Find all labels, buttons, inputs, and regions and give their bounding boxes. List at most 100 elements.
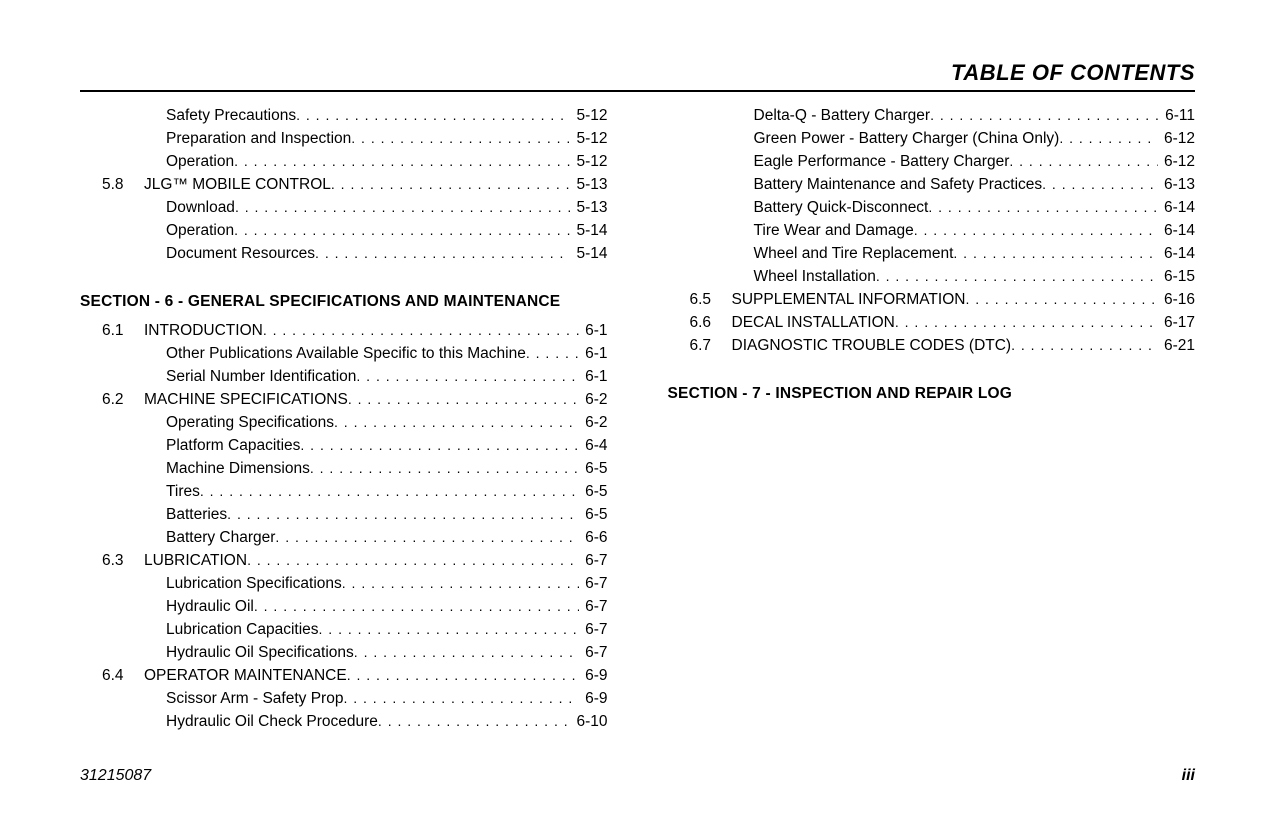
toc-entry-page: 6-5 xyxy=(579,457,607,480)
toc-entry-page: 5-13 xyxy=(570,196,607,219)
toc-leader-dots xyxy=(354,641,579,664)
document-page: TABLE OF CONTENTS Safety Precautions5-12… xyxy=(0,0,1275,825)
toc-entry: Hydraulic Oil Specifications6-7 xyxy=(80,641,608,664)
toc-entry-label: Wheel Installation xyxy=(754,265,876,288)
toc-entry: Preparation and Inspection5-12 xyxy=(80,127,608,150)
section-6-heading: SECTION - 6 - GENERAL SPECIFICATIONS AND… xyxy=(80,293,608,311)
toc-leader-dots xyxy=(356,365,579,388)
toc-entry: Machine Dimensions 6-5 xyxy=(80,457,608,480)
toc-entry-page: 5-14 xyxy=(570,219,607,242)
toc-leader-dots xyxy=(310,457,579,480)
toc-entry: 6.1INTRODUCTION6-1 xyxy=(80,319,608,342)
toc-leader-dots xyxy=(930,104,1159,127)
toc-entry: Operation 5-14 xyxy=(80,219,608,242)
toc-leader-dots xyxy=(200,480,579,503)
toc-leader-dots xyxy=(351,127,570,150)
toc-columns: Safety Precautions5-12Preparation and In… xyxy=(80,104,1195,733)
section-7-heading: SECTION - 7 - INSPECTION AND REPAIR LOG xyxy=(668,385,1196,403)
toc-entry-page: 6-2 xyxy=(579,411,607,434)
toc-leader-dots xyxy=(928,196,1158,219)
toc-leader-dots xyxy=(300,434,579,457)
toc-leader-dots xyxy=(965,288,1158,311)
toc-entry: Eagle Performance - Battery Charger 6-12 xyxy=(668,150,1196,173)
toc-leader-dots xyxy=(876,265,1158,288)
toc-entry-page: 6-7 xyxy=(579,618,607,641)
toc-entry-label: Operation xyxy=(166,219,234,242)
toc-entry-label: Document Resources xyxy=(166,242,315,265)
page-number: iii xyxy=(1182,767,1195,785)
toc-entry-label: Batteries xyxy=(166,503,227,526)
toc-entry-number: 5.8 xyxy=(102,173,144,196)
toc-entry-page: 6-5 xyxy=(579,503,607,526)
document-number: 31215087 xyxy=(80,767,151,785)
toc-entry-label: Machine Dimensions xyxy=(166,457,310,480)
toc-entry: Document Resources5-14 xyxy=(80,242,608,265)
toc-entry-page: 6-1 xyxy=(579,365,607,388)
toc-entry-label: Operation xyxy=(166,150,234,173)
toc-leader-dots xyxy=(1059,127,1158,150)
right-column: Delta-Q - Battery Charger6-11Green Power… xyxy=(668,104,1196,733)
toc-entry: 6.3LUBRICATION6-7 xyxy=(80,549,608,572)
toc-entry: Tires6-5 xyxy=(80,480,608,503)
toc-entry-page: 6-13 xyxy=(1158,173,1195,196)
toc-entry: Operation5-12 xyxy=(80,150,608,173)
toc-entry: Platform Capacities 6-4 xyxy=(80,434,608,457)
toc-entry-label: Platform Capacities xyxy=(166,434,300,457)
toc-entry: Hydraulic Oil6-7 xyxy=(80,595,608,618)
toc-entry: Hydraulic Oil Check Procedure6-10 xyxy=(80,710,608,733)
toc-entry-page: 6-5 xyxy=(579,480,607,503)
page-footer: 31215087 iii xyxy=(80,767,1195,785)
toc-entry-page: 6-1 xyxy=(579,342,607,365)
toc-leader-dots xyxy=(1042,173,1158,196)
toc-entry-label: Hydraulic Oil Specifications xyxy=(166,641,354,664)
toc-entry-label: Preparation and Inspection xyxy=(166,127,351,150)
toc-entry: 5.8JLG™ MOBILE CONTROL 5-13 xyxy=(80,173,608,196)
toc-entry-label: Battery Charger xyxy=(166,526,275,549)
toc-leader-dots xyxy=(378,710,571,733)
toc-leader-dots xyxy=(953,242,1158,265)
pre-section-entries: Safety Precautions5-12Preparation and In… xyxy=(80,104,608,265)
toc-leader-dots xyxy=(342,572,579,595)
toc-entry-page: 6-12 xyxy=(1158,150,1195,173)
toc-entry-page: 6-21 xyxy=(1158,334,1195,357)
toc-entry: Scissor Arm - Safety Prop6-9 xyxy=(80,687,608,710)
toc-leader-dots xyxy=(315,242,570,265)
toc-entry: 6.2MACHINE SPECIFICATIONS6-2 xyxy=(80,388,608,411)
toc-entry-page: 6-11 xyxy=(1159,104,1195,127)
toc-entry-page: 5-13 xyxy=(570,173,607,196)
toc-entry: Operating Specifications 6-2 xyxy=(80,411,608,434)
toc-entry-label: DIAGNOSTIC TROUBLE CODES (DTC) xyxy=(732,334,1012,357)
toc-leader-dots xyxy=(254,595,579,618)
toc-leader-dots xyxy=(227,503,579,526)
toc-entry-label: JLG™ MOBILE CONTROL xyxy=(144,173,331,196)
toc-entry-page: 6-14 xyxy=(1158,242,1195,265)
toc-entry-page: 5-12 xyxy=(570,104,607,127)
toc-entry: 6.7DIAGNOSTIC TROUBLE CODES (DTC) 6-21 xyxy=(668,334,1196,357)
toc-entry-label: Serial Number Identification xyxy=(166,365,356,388)
toc-leader-dots xyxy=(895,311,1158,334)
toc-entry-label: Lubrication Capacities xyxy=(166,618,319,641)
toc-entry-label: Battery Quick-Disconnect xyxy=(754,196,929,219)
toc-entry-number: 6.7 xyxy=(690,334,732,357)
toc-entry-label: Green Power - Battery Charger (China Onl… xyxy=(754,127,1060,150)
toc-entry: Battery Charger6-6 xyxy=(80,526,608,549)
toc-entry-label: OPERATOR MAINTENANCE xyxy=(144,664,347,687)
toc-entry-label: Hydraulic Oil Check Procedure xyxy=(166,710,378,733)
right-entries: Delta-Q - Battery Charger6-11Green Power… xyxy=(668,104,1196,357)
toc-entry-page: 6-9 xyxy=(579,687,607,710)
toc-entry: 6.4OPERATOR MAINTENANCE6-9 xyxy=(80,664,608,687)
toc-entry-page: 6-17 xyxy=(1158,311,1195,334)
toc-leader-dots xyxy=(331,173,571,196)
toc-entry: Battery Quick-Disconnect6-14 xyxy=(668,196,1196,219)
toc-entry-label: Battery Maintenance and Safety Practices xyxy=(754,173,1043,196)
toc-entry-page: 6-4 xyxy=(579,434,607,457)
toc-entry-label: Wheel and Tire Replacement xyxy=(754,242,954,265)
toc-entry-page: 6-1 xyxy=(579,319,607,342)
toc-entry-label: Tire Wear and Damage xyxy=(754,219,914,242)
toc-leader-dots xyxy=(234,219,570,242)
toc-entry-page: 6-12 xyxy=(1158,127,1195,150)
toc-entry-number: 6.1 xyxy=(102,319,144,342)
toc-entry-label: Operating Specifications xyxy=(166,411,334,434)
toc-entry-label: Eagle Performance - Battery Charger xyxy=(754,150,1010,173)
toc-entry: Batteries 6-5 xyxy=(80,503,608,526)
